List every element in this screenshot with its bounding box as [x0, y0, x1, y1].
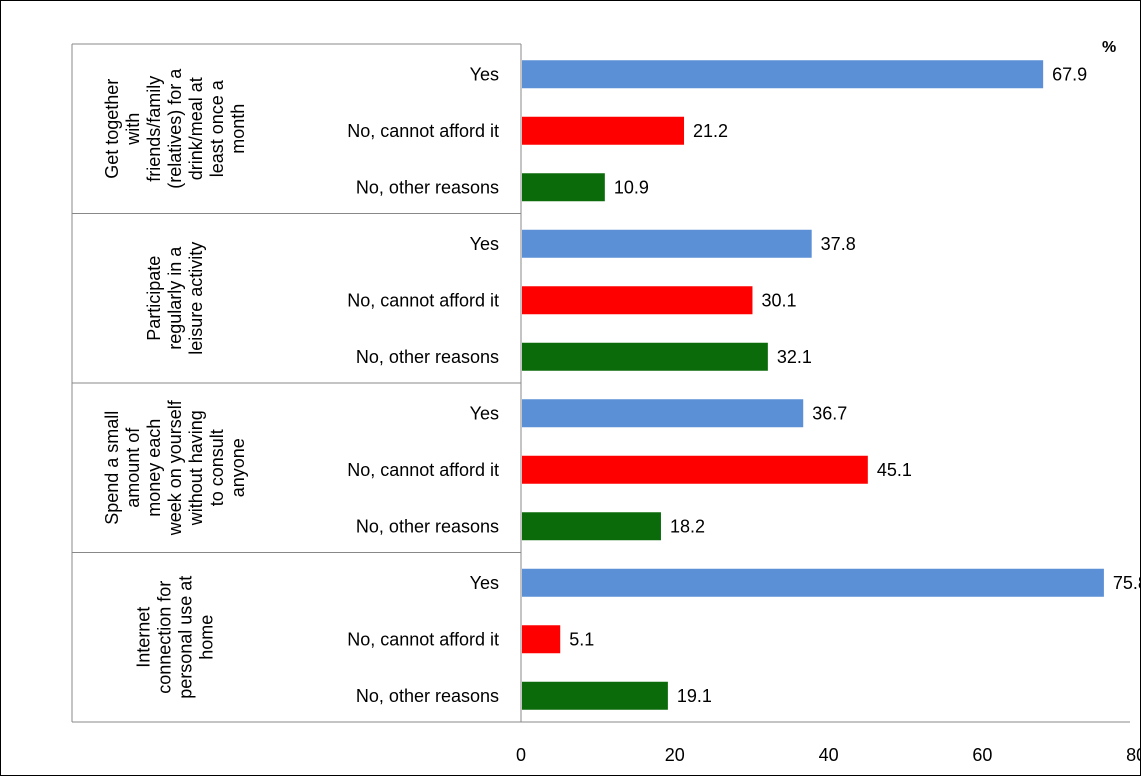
bar-value-label: 21.2	[693, 121, 728, 141]
bar-value-label: 37.8	[821, 234, 856, 254]
bar-value-label: 32.1	[777, 347, 812, 367]
bar	[522, 342, 768, 371]
bar-category-label: No, other reasons	[356, 686, 499, 706]
bar-category-label: No, cannot afford it	[347, 460, 499, 480]
bar-category-label: Yes	[470, 573, 499, 593]
group-label-line: personal use at	[176, 576, 196, 699]
group-label-line: money each	[144, 419, 164, 517]
group-label: Participate regularly in a leisure activit…	[144, 242, 206, 355]
bar-value-label: 30.1	[761, 290, 796, 310]
group-label-line: Get together	[102, 79, 122, 179]
bar	[522, 60, 1044, 89]
bar-value-label: 19.1	[677, 686, 712, 706]
x-tick-label: 0	[516, 745, 526, 765]
group-label-line: with	[123, 113, 143, 146]
bar	[522, 512, 661, 541]
group-label-line: to consult	[207, 429, 227, 506]
group-label-line: drink/meal at	[186, 77, 206, 180]
group-label-line: leisure activity	[186, 242, 206, 355]
x-tick-label: 80	[1126, 745, 1141, 765]
group-label-line: without having	[186, 410, 206, 526]
group-label-line: amount of	[123, 427, 143, 508]
bar	[522, 455, 868, 484]
group-label-line: Spend a small	[102, 411, 122, 525]
group-label-line: friends/family	[144, 76, 164, 182]
group-label: Get together with friends/family (relatives…	[102, 68, 248, 189]
bar	[522, 625, 561, 654]
bar	[522, 681, 668, 710]
bar-category-label: Yes	[470, 64, 499, 84]
unit-label: %	[1102, 39, 1116, 56]
bar-category-label: Yes	[470, 234, 499, 254]
group-label-line: (relatives) for a	[165, 68, 185, 189]
bar	[522, 116, 685, 145]
group-label-line: connection for	[155, 581, 175, 694]
bar	[522, 229, 812, 258]
group-label-line: Participate	[144, 256, 164, 341]
bar-value-label: 36.7	[812, 403, 847, 423]
bar	[522, 399, 804, 428]
bar-value-label: 75.8	[1113, 573, 1141, 593]
group-label-line: regularly in a	[165, 246, 185, 350]
group-label-line: anyone	[228, 438, 248, 497]
x-tick-label: 60	[972, 745, 992, 765]
bar	[522, 286, 753, 315]
bar-category-label: No, cannot afford it	[347, 290, 499, 310]
group-label-line: month	[228, 104, 248, 154]
bar-category-label: Yes	[470, 403, 499, 423]
bar-category-label: No, cannot afford it	[347, 629, 499, 649]
group-label-line: week on yourself	[165, 399, 185, 536]
bar-category-label: No, cannot afford it	[347, 121, 499, 141]
x-tick-label: 20	[665, 745, 685, 765]
bar-value-label: 67.9	[1052, 64, 1087, 84]
bar-value-label: 18.2	[670, 516, 705, 536]
group-label-line: least once a	[207, 79, 227, 177]
group-label-line: Internet	[134, 607, 154, 668]
bar-category-label: No, other reasons	[356, 516, 499, 536]
bar-category-label: No, other reasons	[356, 347, 499, 367]
bar	[522, 568, 1104, 597]
group-label-line: home	[197, 615, 217, 660]
group-label: Internet connection for personal use at hom…	[134, 576, 217, 699]
bar-value-label: 45.1	[877, 460, 912, 480]
bar	[522, 173, 605, 202]
group-label: Spend a small amount of money each week on …	[102, 399, 248, 536]
bar-value-label: 5.1	[569, 629, 594, 649]
bar-category-label: No, other reasons	[356, 177, 499, 197]
x-tick-label: 40	[819, 745, 839, 765]
bar-value-label: 10.9	[614, 177, 649, 197]
